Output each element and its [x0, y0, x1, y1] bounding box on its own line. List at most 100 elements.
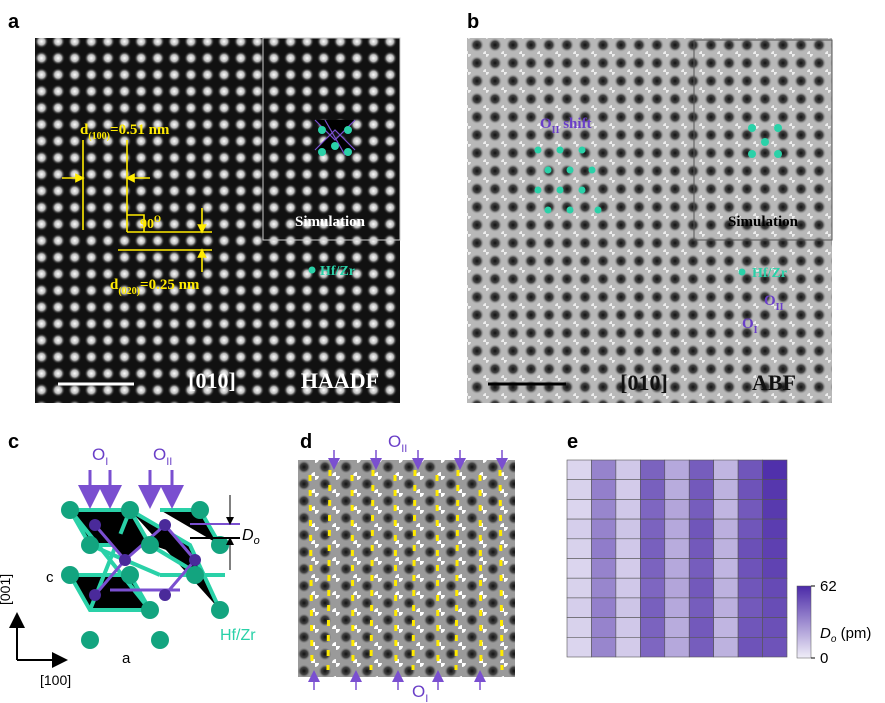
colorbar	[797, 586, 811, 658]
tick-label: 62	[820, 578, 837, 595]
heat-cell	[616, 460, 640, 480]
heat-cell	[689, 480, 713, 500]
heat-cell	[714, 519, 738, 539]
heat-cell	[665, 519, 689, 539]
heat-cell	[591, 637, 615, 657]
legend-dot	[309, 267, 316, 274]
panel-label: c	[8, 431, 19, 453]
heat-cell	[763, 618, 787, 638]
heat-cell	[567, 499, 591, 519]
oxygen-label: OII	[388, 432, 407, 455]
heat-cell	[591, 598, 615, 618]
heat-cell	[738, 460, 762, 480]
heat-cell	[616, 559, 640, 579]
heat-cell	[665, 637, 689, 657]
heat-cell	[714, 559, 738, 579]
heat-cell	[567, 559, 591, 579]
heat-cell	[616, 499, 640, 519]
heat-cell	[665, 539, 689, 559]
heat-cell	[591, 578, 615, 598]
heat-cell	[714, 598, 738, 618]
heat-cell	[763, 480, 787, 500]
axis-label: c	[46, 569, 54, 586]
heat-cell	[567, 460, 591, 480]
zone-axis: [010]	[620, 370, 668, 395]
heat-cell	[640, 598, 664, 618]
heat-cell	[640, 618, 664, 638]
panel-label: e	[567, 431, 578, 453]
heat-cell	[689, 519, 713, 539]
direction-arrows	[17, 620, 60, 660]
do-label: Do	[242, 527, 260, 547]
axis-label: a	[122, 650, 131, 667]
heat-cell	[640, 559, 664, 579]
heat-cell	[763, 637, 787, 657]
heat-cell	[738, 519, 762, 539]
zone-axis: [010]	[188, 368, 236, 393]
legend-label: Hf/Zr	[752, 266, 787, 281]
heat-cell	[665, 578, 689, 598]
heat-cell	[714, 637, 738, 657]
heat-cell	[689, 618, 713, 638]
heat-cell	[738, 578, 762, 598]
heat-cell	[665, 460, 689, 480]
image	[298, 460, 515, 677]
heat-cell	[567, 539, 591, 559]
heat-cell	[714, 499, 738, 519]
panel-label: d	[300, 431, 312, 453]
heat-cell	[763, 559, 787, 579]
heat-cell	[591, 559, 615, 579]
direction-label: [100]	[40, 672, 71, 688]
heat-cell	[763, 539, 787, 559]
heat-cell	[738, 618, 762, 638]
heat-cell	[689, 460, 713, 480]
panel-label: b	[467, 11, 479, 33]
heat-cell	[616, 480, 640, 500]
heat-cell	[616, 578, 640, 598]
heat-cell	[714, 460, 738, 480]
heat-cell	[616, 618, 640, 638]
colorbar-ticks: 062	[811, 578, 837, 667]
colorbar-label: Do (pm)	[820, 625, 871, 645]
heat-cell	[738, 637, 762, 657]
heat-cell	[714, 539, 738, 559]
heat-cell	[665, 598, 689, 618]
heat-cell	[591, 539, 615, 559]
heat-cell	[640, 480, 664, 500]
heat-cell	[567, 637, 591, 657]
legend-label: Hf/Zr	[220, 627, 256, 644]
mode-label: HAADF	[301, 368, 379, 393]
heat-cell	[567, 480, 591, 500]
arrows	[90, 470, 172, 497]
heat-cell	[714, 480, 738, 500]
heat-cell	[616, 598, 640, 618]
heat-cell	[763, 460, 787, 480]
heat-cell	[591, 499, 615, 519]
legend-label: Hf/Zr	[320, 264, 355, 279]
heat-cell	[640, 539, 664, 559]
heatmap	[567, 460, 787, 657]
heat-cell	[738, 480, 762, 500]
heat-cell	[763, 598, 787, 618]
heat-cell	[567, 519, 591, 539]
heat-cell	[616, 519, 640, 539]
heat-cell	[665, 499, 689, 519]
heat-cell	[591, 519, 615, 539]
heat-cell	[567, 598, 591, 618]
heat-cell	[714, 578, 738, 598]
heat-cell	[689, 559, 713, 579]
heat-cell	[738, 598, 762, 618]
heat-cell	[616, 637, 640, 657]
heat-cell	[689, 499, 713, 519]
heat-cell	[689, 539, 713, 559]
heat-cell	[591, 460, 615, 480]
heat-cell	[738, 559, 762, 579]
heat-cell	[689, 598, 713, 618]
heat-cell	[738, 499, 762, 519]
inset-label: Simulation	[295, 214, 366, 230]
figure: a Simulation d(100)=0.51 nm 90O d(020)=0…	[0, 0, 885, 703]
heat-cell	[738, 539, 762, 559]
heat-cell	[714, 618, 738, 638]
oxygen-label: OI	[92, 445, 108, 468]
panel-label: a	[8, 11, 20, 33]
